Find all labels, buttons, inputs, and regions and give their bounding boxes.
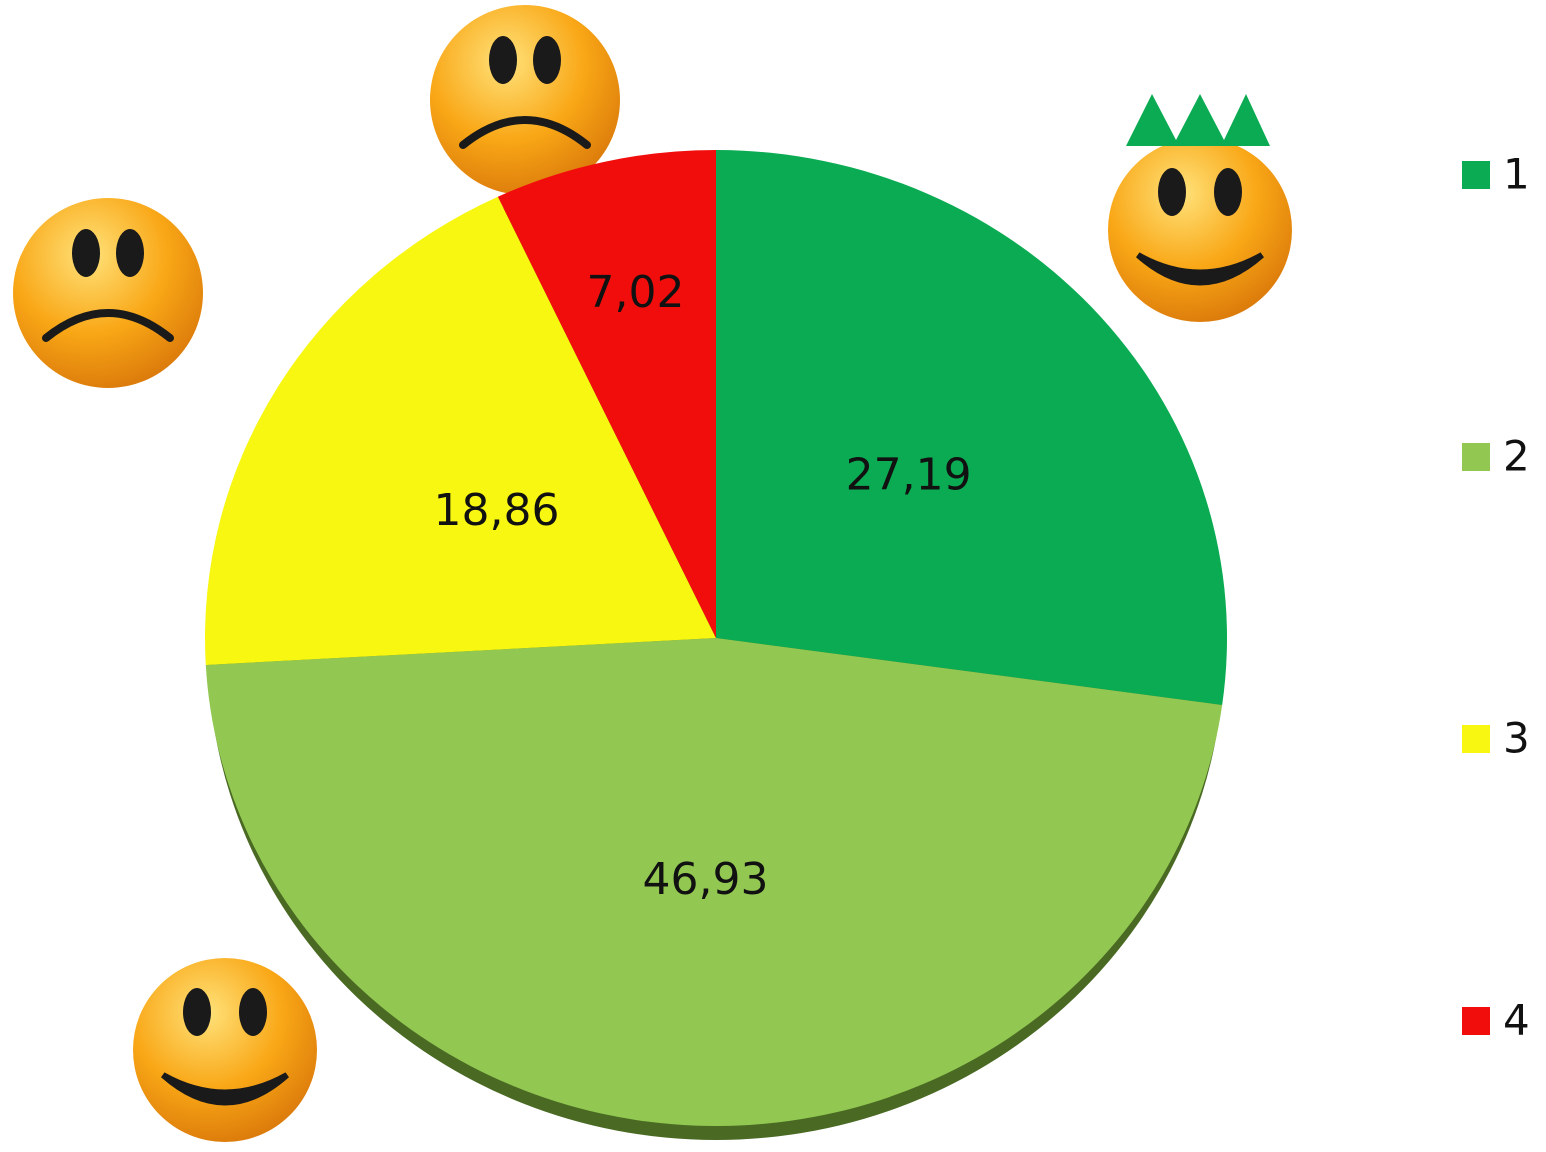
data-label: 46,93 xyxy=(643,854,769,905)
pie-slice xyxy=(497,150,716,638)
decorations xyxy=(13,5,1292,1142)
pie-slice xyxy=(716,150,1228,705)
data-label: 7,02 xyxy=(587,267,685,318)
legend-swatch xyxy=(1462,161,1490,189)
data-label: 18,86 xyxy=(434,485,560,536)
happy-face xyxy=(133,958,317,1142)
legend-swatch xyxy=(1462,443,1490,471)
pie-slice xyxy=(204,196,716,665)
pie-slice xyxy=(205,638,1223,1127)
legend-swatch xyxy=(1462,1007,1490,1035)
sad-face xyxy=(13,198,203,388)
data-label: 27,19 xyxy=(846,450,972,501)
legend-label: 2 xyxy=(1503,432,1530,481)
legend-label: 3 xyxy=(1503,714,1530,763)
crown xyxy=(1126,94,1270,146)
legend-label: 1 xyxy=(1503,150,1530,199)
happy-face xyxy=(1108,138,1292,322)
legend-swatch xyxy=(1462,725,1490,753)
legend-label: 4 xyxy=(1503,996,1530,1045)
